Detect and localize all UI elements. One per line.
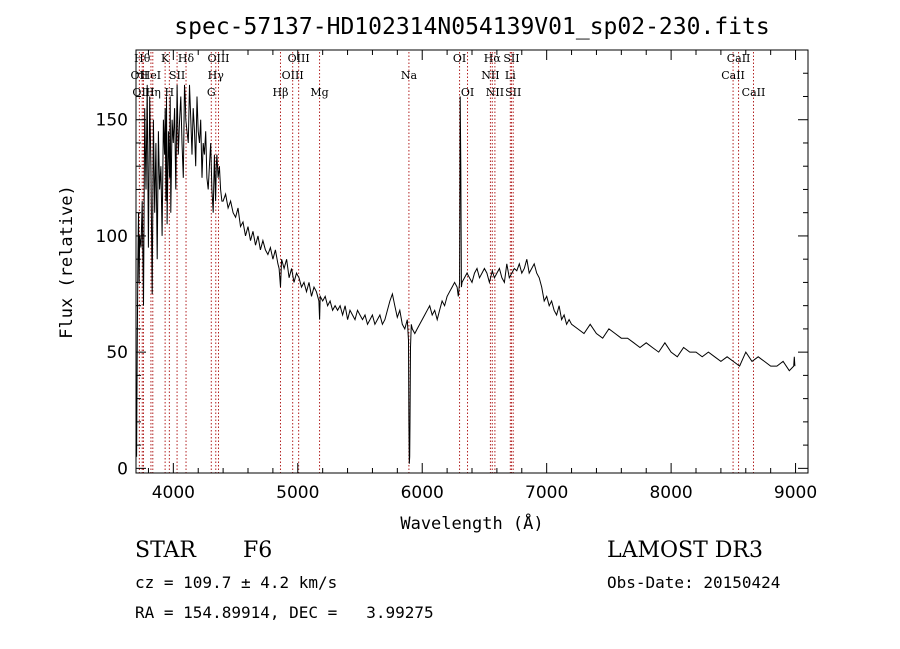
line-label: CaII (742, 86, 766, 99)
plot-frame (135, 49, 809, 474)
spectrum-line (135, 84, 796, 464)
y-tick-label: 50 (106, 343, 128, 363)
line-label: OIII (132, 86, 154, 99)
line-label: OII (131, 69, 149, 82)
y-tick-label: 150 (96, 111, 128, 131)
obs-date-text: Obs-Date: 20150424 (607, 573, 781, 592)
line-label: CaII (727, 52, 751, 65)
class-label: STAR (135, 538, 196, 563)
line-label: CaII (721, 69, 745, 82)
axes: 4000 5000 6000 7000 8000 9000 0 50 100 150 (96, 49, 817, 503)
line-label: Hγ (208, 69, 225, 82)
spectrum-series (135, 84, 796, 464)
line-label: OI (461, 86, 474, 99)
line-label: Hδ (178, 52, 195, 65)
line-label: OIII (207, 52, 229, 65)
line-label: OIII (282, 69, 304, 82)
line-label: Li (505, 69, 516, 82)
x-axis-label: Wavelength (Å) (400, 512, 543, 534)
line-label: SII (503, 52, 519, 65)
line-label: Hα (484, 52, 502, 65)
line-label: NII (481, 69, 499, 82)
radec-text: RA = 154.89914, DEC = 3.99275 (135, 603, 434, 622)
line-label: H (165, 86, 175, 99)
line-label: Hη (145, 86, 161, 99)
spectral-line-labels: OII Hθ OIII HeI Hη K SII H Hδ OIII Hγ G Hβ OIII OIII Mg… (131, 52, 766, 99)
subclass-label: F6 (243, 538, 273, 563)
line-label: NII (486, 86, 504, 99)
x-tick-label: 5000 (276, 483, 319, 503)
line-label: SII (505, 86, 521, 99)
y-axis-label: Flux (relative) (57, 185, 77, 339)
line-label: SII (169, 69, 185, 82)
y-tick-label: 0 (117, 459, 128, 479)
survey-label: LAMOST DR3 (607, 538, 763, 563)
line-label: K (161, 52, 170, 65)
y-tick-label: 100 (96, 227, 128, 247)
line-label: Hβ (273, 86, 289, 99)
redshift-text: cz = 109.7 ± 4.2 km/s (135, 573, 338, 592)
chart-title: spec-57137-HD102314N054139V01_sp02-230.f… (174, 14, 769, 40)
line-label: Mg (310, 86, 328, 99)
x-tick-label: 8000 (649, 483, 692, 503)
x-tick-label: 6000 (401, 483, 444, 503)
x-tick-label: 9000 (774, 483, 817, 503)
line-label: Na (401, 69, 418, 82)
x-tick-label: 4000 (152, 483, 195, 503)
x-tick-label: 7000 (525, 483, 568, 503)
line-label: HeI (141, 69, 161, 82)
spectral-line-markers (138, 52, 754, 473)
line-label: G (207, 86, 216, 99)
line-label: OI (453, 52, 466, 65)
line-label: OIII (288, 52, 310, 65)
line-label: Hθ (134, 52, 151, 65)
